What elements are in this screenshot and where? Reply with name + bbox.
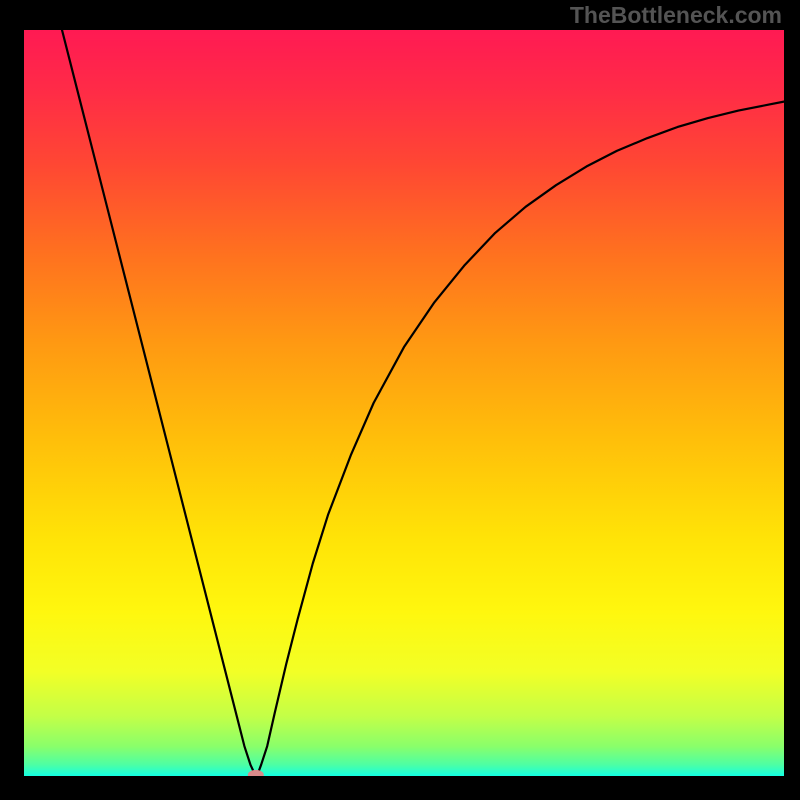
chart-container: TheBottleneck.com	[0, 0, 800, 800]
minimum-marker	[248, 770, 264, 776]
bottleneck-curve	[62, 30, 784, 773]
watermark-text: TheBottleneck.com	[570, 2, 782, 29]
plot-area	[24, 30, 784, 776]
curve-svg	[24, 30, 784, 776]
